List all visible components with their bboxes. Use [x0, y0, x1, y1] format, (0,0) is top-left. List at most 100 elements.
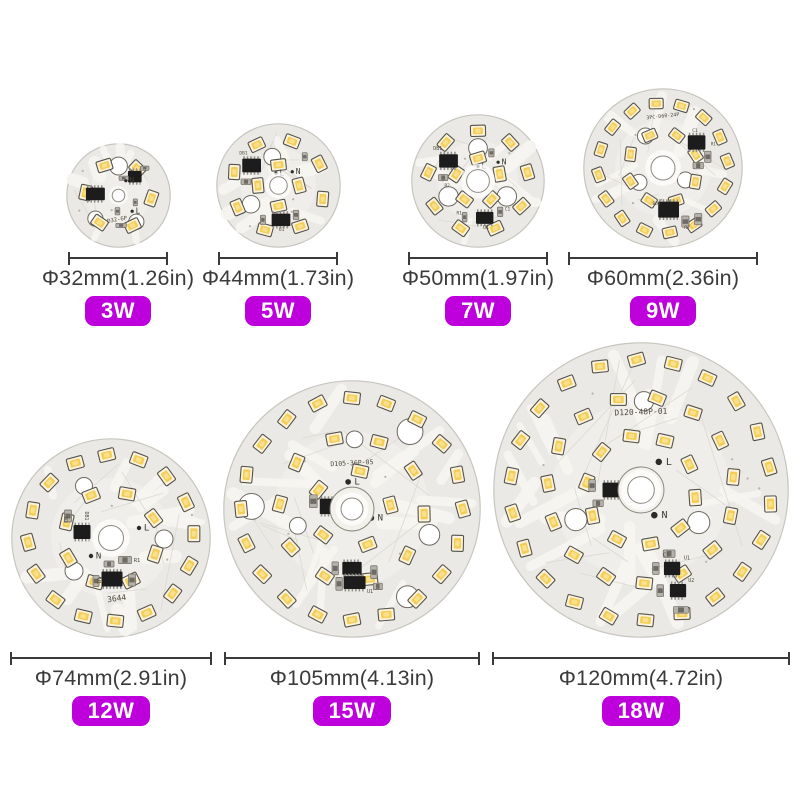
board-9w: 3PC-D60-24P BD1 R2 C1 R1 Φ60mm(2.36in) 9W	[568, 88, 758, 326]
board-15w: D105-36P-05 U1 L N Φ105mm(4.13in) 15W	[223, 330, 481, 726]
led-chip	[519, 163, 536, 182]
led-chip	[281, 537, 301, 558]
led-chip	[640, 192, 658, 209]
led-chip	[591, 166, 607, 184]
silkscreen-text: C1	[505, 206, 511, 212]
via-dot	[81, 169, 84, 172]
via-dot	[77, 209, 80, 212]
led-pcb-5w: DB1 U1 L N	[215, 123, 341, 248]
led-chip	[535, 568, 556, 589]
led-chip	[342, 612, 362, 628]
via-dot	[746, 477, 749, 480]
led-chip	[237, 533, 256, 554]
mounting-hole	[345, 430, 364, 449]
led-chip	[252, 564, 272, 584]
via-dot	[287, 532, 290, 535]
led-chip	[180, 555, 199, 576]
silkscreen-text: U1	[95, 578, 101, 584]
ic-chip	[101, 571, 123, 587]
led-chip	[622, 428, 641, 444]
led-chip	[598, 607, 619, 626]
led-chip	[455, 190, 474, 209]
wattage-badge-7w: 7W	[445, 296, 511, 326]
led-chip	[227, 163, 241, 181]
led-chip	[177, 492, 195, 513]
led-chip	[449, 465, 466, 484]
terminal-label: N	[378, 514, 383, 524]
led-chip	[369, 434, 389, 450]
led-chip	[635, 576, 654, 591]
led-pcb-7w: DB1U1C1R2R1LN	[411, 114, 545, 248]
led-chip	[673, 98, 690, 114]
led-chip	[585, 506, 601, 525]
led-chip	[247, 136, 266, 153]
led-chip	[420, 163, 437, 182]
silkscreen-text: 3644	[106, 593, 127, 605]
led-chip	[516, 538, 533, 558]
terminal-label: N	[129, 176, 134, 185]
led-chip	[277, 409, 297, 430]
mounting-hole	[687, 510, 711, 535]
led-chip	[342, 390, 362, 406]
silkscreen-text: U1	[367, 589, 373, 595]
diameter-label-5w: Φ44mm(1.73in)	[201, 266, 355, 290]
led-chip	[711, 430, 729, 451]
led-chip	[325, 431, 344, 447]
solder-pad	[345, 479, 351, 485]
silkscreen-text: C1	[692, 128, 698, 134]
silkscreen-text: R1	[457, 211, 463, 217]
led-chip	[376, 394, 397, 413]
ic-chip	[73, 525, 91, 539]
ic-chip	[271, 213, 290, 227]
led-chip	[315, 190, 329, 208]
mounting-hole	[154, 529, 174, 549]
led-chip	[688, 488, 703, 507]
led-chip	[503, 466, 520, 486]
solder-pad	[130, 209, 134, 213]
board-18w: D120-48P-01 C1 U1 U2 L N Φ120mm(4.72in) 18W	[492, 330, 790, 726]
dimension-line-5w	[218, 252, 338, 265]
led-chip	[695, 109, 713, 127]
ic-chip	[241, 158, 261, 173]
led-chip	[59, 548, 78, 568]
led-chip	[146, 544, 164, 564]
silkscreen-text: 3PC-D60-24P	[646, 112, 680, 121]
diameter-label-3w: Φ32mm(1.26in)	[41, 266, 195, 290]
dimension-line-3w	[68, 252, 168, 265]
silkscreen-text: R2	[444, 183, 450, 189]
center-hole	[340, 497, 364, 521]
silkscreen-text: DB1	[239, 150, 247, 156]
via-dot	[731, 458, 734, 461]
terminal-label: L	[666, 457, 672, 468]
led-chip	[749, 422, 766, 442]
led-chip	[512, 197, 531, 216]
silkscreen-text: C1	[663, 553, 669, 559]
led-chip	[492, 165, 507, 183]
ic-chip	[439, 154, 458, 168]
led-chip	[20, 532, 37, 552]
silkscreen-text: R1	[711, 142, 716, 147]
led-chip	[157, 466, 176, 487]
led-chip	[688, 173, 702, 190]
led-chip	[163, 583, 183, 604]
led-chip	[564, 545, 584, 564]
led-chip	[596, 567, 617, 586]
led-chip	[623, 102, 641, 120]
led-chip	[25, 501, 41, 520]
board-3w: D32-6P N L Φ32mm(1.26in) 3W	[42, 90, 194, 326]
led-chip	[39, 472, 60, 493]
solder-pad	[88, 553, 94, 559]
led-chip	[314, 566, 335, 586]
ic-chip	[127, 170, 142, 183]
led-pcb-15w: D105-36P-05 U1 L N	[223, 380, 481, 638]
pcb-photo-3w: D32-6P N L	[65, 90, 171, 252]
led-chip	[73, 608, 93, 625]
ic-chip	[687, 135, 706, 150]
terminal-label: N	[96, 552, 101, 562]
silkscreen-text: D120-48P-01	[614, 407, 667, 418]
led-chip	[122, 217, 142, 234]
led-chip	[425, 196, 444, 216]
via-dot	[290, 210, 293, 213]
led-chip	[661, 225, 679, 240]
